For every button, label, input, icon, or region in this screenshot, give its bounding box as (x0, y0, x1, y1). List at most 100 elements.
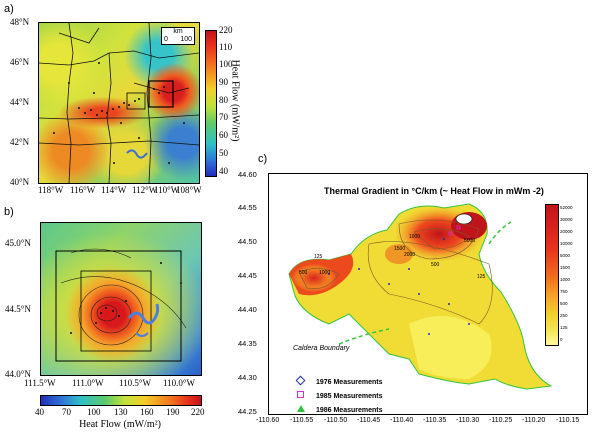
colorbar-tick: 500 (560, 301, 568, 306)
panel-a-colorbar-tick: 110 (219, 42, 233, 52)
panel-a-boundaries (39, 23, 199, 183)
legend-item-1985: 1985 Measurements (297, 390, 383, 404)
legend-label: 1976 Measurements (315, 379, 383, 386)
panel-b-lat-tick: 44.0°N (5, 369, 31, 379)
panel-b-colorbar-tick: 130 (114, 407, 128, 417)
colorbar-tick: 1500 (560, 265, 571, 270)
colorbar-tick: 750 (560, 289, 568, 294)
colorbar-tick: 125 (560, 325, 568, 330)
panel-c-x-tick: -110.35 (423, 417, 447, 424)
panel-a-colorbar (205, 30, 217, 177)
panel-b-map (40, 222, 202, 376)
colorbar-tick: 1000 (560, 277, 571, 282)
contour-label: 500 (431, 262, 440, 268)
panel-b-label: b) (4, 206, 14, 218)
panel-c-y-tick: 44.55 (238, 203, 257, 212)
panel-b-lon-tick: 111.5°W (24, 378, 56, 388)
panel-c-x-tick: -110.15 (556, 417, 580, 424)
triangle-marker-icon (297, 405, 305, 412)
contour-lines (298, 219, 493, 325)
panel-a-map: km 0 100 (38, 22, 200, 184)
panel-b-colorbar-tick: 160 (140, 407, 154, 417)
panel-b-colorbar-tick: 220 (191, 407, 205, 417)
panel-b-colorbar-tick: 40 (35, 407, 44, 417)
panel-c-x-tick: -110.50 (324, 417, 348, 424)
colorbar-tick: 5000 (560, 253, 571, 258)
colorbar-tick: 250 (560, 313, 568, 318)
panel-a-lat-tick: 42°N (10, 137, 30, 147)
panel-c-colorbar-ticks: 52000 30000 20000 10000 5000 1500 1000 7… (560, 202, 586, 346)
panel-a-lon-tick: 108°W (176, 185, 202, 195)
legend-item-1986: 1986 Measurements (297, 404, 383, 418)
panel-c-x-tick: -110.45 (357, 417, 381, 424)
scale-bar: km 0 100 (161, 27, 195, 45)
contour-label: 1000 (409, 234, 421, 240)
panel-c-y-tick: 44.50 (238, 237, 257, 246)
panel-b-lon-tick: 110.5°W (119, 378, 152, 388)
diamond-marker-icon (295, 375, 306, 386)
study-area-box (55, 250, 182, 362)
colorbar-tick: 30000 (560, 217, 573, 222)
colorbar-tick: 20000 (560, 229, 573, 234)
square-marker-icon (297, 391, 304, 398)
panel-c-y-tick: 44.40 (238, 305, 257, 314)
lake-trace (127, 303, 160, 325)
contour-label: 125 (314, 254, 323, 260)
panel-a-lon-tick: 118°W (38, 185, 64, 195)
caldera-boundary-annotation: Caldera Boundary (293, 345, 350, 352)
scale-bar-start: 0 (164, 36, 168, 43)
measurement-dots (53, 62, 185, 164)
measurement-dots (70, 262, 182, 334)
panel-b-lat-tick: 44.5°N (5, 304, 31, 314)
panel-c-x-tick: -110.55 (290, 417, 314, 424)
panel-a-colorbar-tick: 60 (219, 130, 228, 140)
contour-label: 5000 (464, 238, 476, 244)
panel-c-y-tick: 44.25 (238, 407, 257, 416)
panel-a-lat-tick: 48°N (10, 17, 30, 27)
panel-a-colorbar-tick: 80 (219, 95, 228, 105)
panel-a-colorbar-tick: 50 (219, 148, 228, 158)
panel-b-colorbar-label: Heat Flow (mW/m²) (79, 419, 161, 430)
lake-trace (126, 149, 148, 159)
panel-c-y-tick: 44.45 (238, 271, 257, 280)
panel-a-lon-tick: 114°W (101, 185, 127, 195)
panel-c-title: Thermal Gradient in °C/km (~ Heat Flow i… (324, 186, 544, 196)
contour-label: 125 (477, 274, 486, 280)
panel-b-colorbar (40, 395, 202, 406)
panel-c-gradient-map (288, 203, 553, 390)
panel-c-y-tick: 44.30 (238, 373, 257, 382)
contour-label: 1500 (394, 246, 406, 252)
panel-a-lat-tick: 40°N (10, 177, 30, 187)
scale-bar-end: 100 (180, 36, 192, 43)
panel-a-lon-tick: 116°W (70, 185, 96, 195)
panel-a-label: a) (4, 3, 14, 15)
panel-c-colorbar (545, 204, 559, 346)
panel-a-colorbar-tick: 40 (219, 166, 228, 176)
scale-bar-unit: km (173, 28, 183, 35)
panel-c-legend: 1976 Measurements 1985 Measurements 1986… (295, 375, 383, 418)
panel-a-lat-tick: 46°N (10, 57, 30, 67)
panel-b-lon-tick: 110.0°W (163, 378, 196, 388)
panel-c-x-tick: -110.40 (390, 417, 414, 424)
panel-c-label: c) (258, 153, 268, 165)
panel-a-lon-tick: 112°W (132, 185, 158, 195)
legend-item-1976: 1976 Measurements (295, 375, 383, 390)
panel-c-x-tick: -110.20 (522, 417, 546, 424)
legend-label: 1985 Measurements (315, 393, 383, 400)
panel-b-colorbar-tick: 70 (62, 407, 71, 417)
panel-a-colorbar-tick: 220 (219, 25, 233, 35)
panel-c-plot: Thermal Gradient in °C/km (~ Heat Flow i… (268, 173, 588, 415)
contour-label: 500 (299, 270, 308, 276)
panel-a-colorbar-tick: 100 (219, 59, 233, 69)
panel-c-x-tick: -110.60 (256, 417, 280, 424)
inset-box (148, 80, 174, 108)
colorbar-tick: 52000 (560, 205, 573, 210)
panel-b-lon-tick: 111.0°W (72, 378, 104, 388)
panel-b-contours (55, 248, 187, 362)
panel-b-lat-tick: 45.0°N (5, 238, 31, 248)
panel-c-y-tick: 44.60 (238, 170, 257, 179)
panel-a-colorbar-label: Heat Flow (mW/m²) (229, 59, 241, 142)
measurement-points (328, 238, 470, 335)
contour-label: 1000 (319, 270, 331, 276)
panel-c-x-tick: -110.25 (489, 417, 513, 424)
